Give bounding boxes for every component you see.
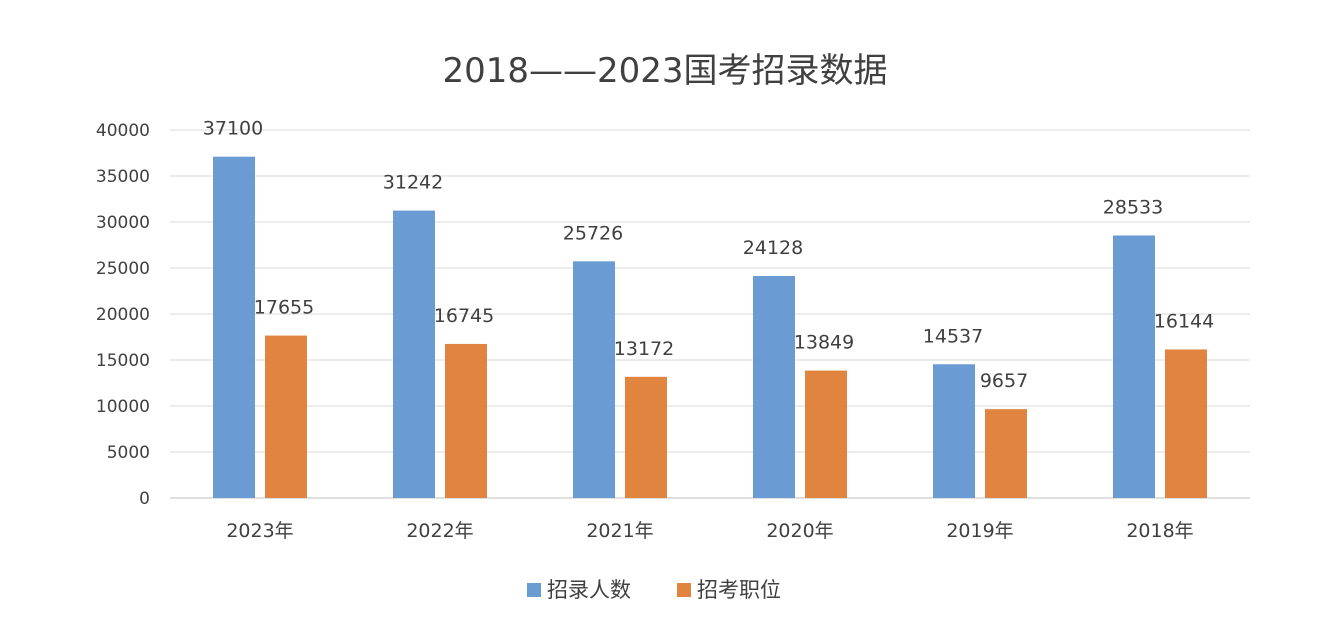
- y-tick-label: 35000: [96, 167, 150, 187]
- y-tick-label: 0: [139, 489, 150, 509]
- grid-lines: [170, 129, 1250, 499]
- data-label: 14537: [923, 325, 983, 347]
- data-label: 28533: [1103, 196, 1163, 218]
- data-label: 17655: [254, 297, 314, 319]
- bar-positions: [1165, 349, 1207, 498]
- bar-positions: [445, 343, 487, 498]
- data-label: 9657: [980, 370, 1028, 392]
- legend-label: 招考职位: [697, 578, 781, 602]
- x-category-label: 2018年: [1126, 520, 1193, 542]
- legend-swatch: [677, 583, 691, 597]
- data-label: 16745: [434, 305, 494, 327]
- bar-recruits: [1113, 235, 1155, 498]
- y-tick-label: 10000: [96, 397, 150, 417]
- data-label: 25726: [563, 222, 623, 244]
- data-label: 31242: [383, 172, 443, 194]
- bar-positions: [625, 376, 667, 498]
- bar-recruits: [933, 364, 975, 498]
- y-axis-ticks: 0 5000 10000 15000 20000 25000 30000 35000 40000: [96, 121, 150, 509]
- data-label: 16144: [1154, 310, 1214, 332]
- data-label: 13172: [614, 338, 674, 360]
- bars: [213, 156, 1207, 498]
- data-label: 24128: [743, 237, 803, 259]
- x-category-label: 2019年: [946, 520, 1013, 542]
- y-tick-label: 25000: [96, 259, 150, 279]
- data-label: 13849: [794, 332, 854, 354]
- x-axis-categories: 2023年 2022年 2021年 2020年 2019年 2018年: [226, 520, 1193, 542]
- y-tick-label: 40000: [96, 121, 150, 141]
- y-tick-label: 30000: [96, 213, 150, 233]
- legend-swatch: [527, 583, 541, 597]
- bar-recruits: [393, 210, 435, 498]
- legend: 招录人数 招考职位: [527, 578, 781, 602]
- data-labels: 37100 17655 31242 16745 25726 13172 24128 13849…: [203, 118, 1214, 392]
- bar-positions: [805, 370, 847, 498]
- chart-title: 2018——2023国考招录数据: [442, 51, 887, 91]
- y-tick-label: 5000: [107, 443, 150, 463]
- data-label: 37100: [203, 118, 263, 140]
- x-category-label: 2020年: [766, 520, 833, 542]
- x-category-label: 2022年: [406, 520, 473, 542]
- y-tick-label: 15000: [96, 351, 150, 371]
- y-tick-label: 20000: [96, 305, 150, 325]
- x-category-label: 2023年: [226, 520, 293, 542]
- bar-recruits: [213, 156, 255, 498]
- legend-label: 招录人数: [547, 578, 631, 602]
- bar-recruits: [753, 276, 795, 498]
- x-category-label: 2021年: [586, 520, 653, 542]
- bar-positions: [265, 335, 307, 498]
- bar-positions: [985, 409, 1027, 498]
- bar-recruits: [573, 261, 615, 498]
